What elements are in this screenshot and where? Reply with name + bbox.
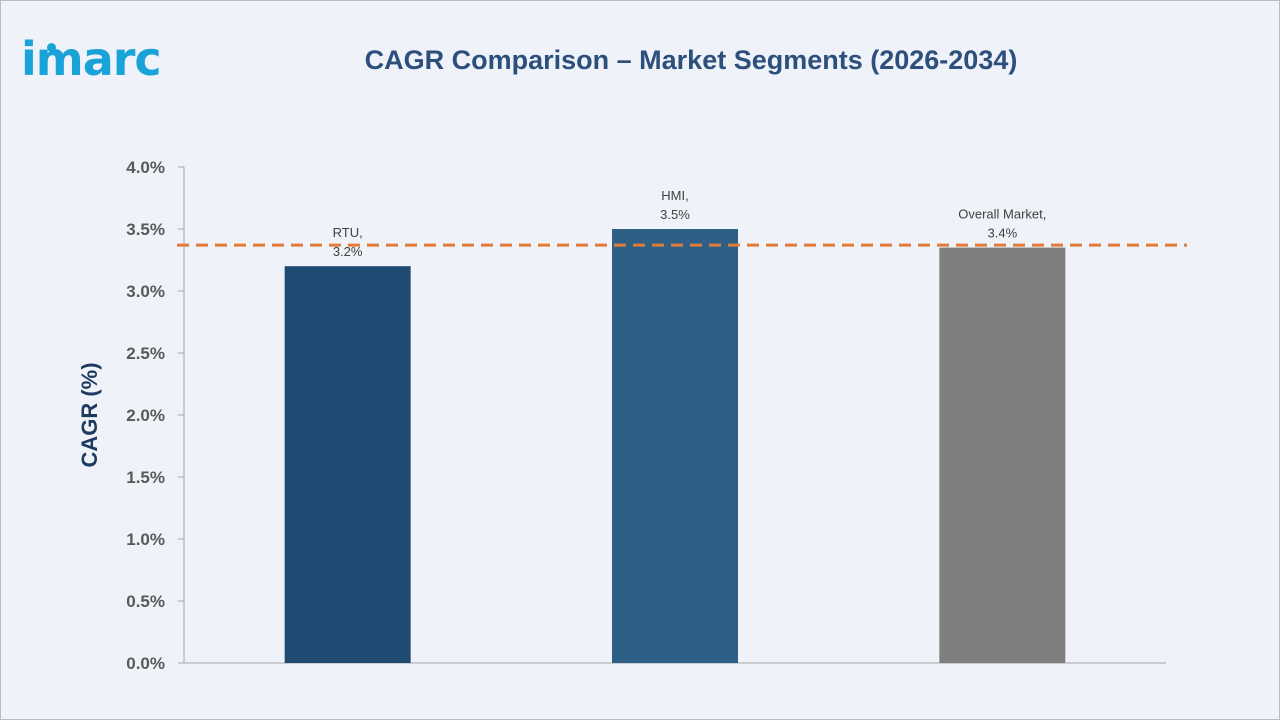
data-label-value: 3.2%: [333, 244, 363, 259]
y-tick-label: 4.0%: [126, 158, 165, 177]
y-tick-label: 3.5%: [126, 220, 165, 239]
data-label-name: RTU,: [333, 225, 363, 240]
bar-hmi: [612, 229, 738, 663]
y-tick-label: 3.0%: [126, 282, 165, 301]
imarc-logo: imarc: [21, 29, 162, 89]
y-tick-label: 2.0%: [126, 406, 165, 425]
data-label-name: Overall Market,: [958, 207, 1046, 222]
y-tick-label: 1.0%: [126, 530, 165, 549]
bar-rtu: [284, 266, 411, 663]
y-axis-title: CAGR (%): [77, 362, 102, 467]
y-tick-label: 0.5%: [126, 592, 165, 611]
y-tick-label: 2.5%: [126, 344, 165, 363]
data-label-name: HMI,: [661, 188, 688, 203]
data-label-value: 3.4%: [988, 226, 1018, 241]
data-label-value: 3.5%: [660, 207, 690, 222]
logo-dot: [47, 43, 56, 52]
bar-overall-market: [939, 247, 1066, 663]
chart-title: CAGR Comparison – Market Segments (2026-…: [364, 45, 1018, 75]
y-tick-label: 0.0%: [126, 654, 165, 673]
logo-text: imarc: [21, 32, 162, 86]
y-tick-label: 1.5%: [126, 468, 165, 487]
